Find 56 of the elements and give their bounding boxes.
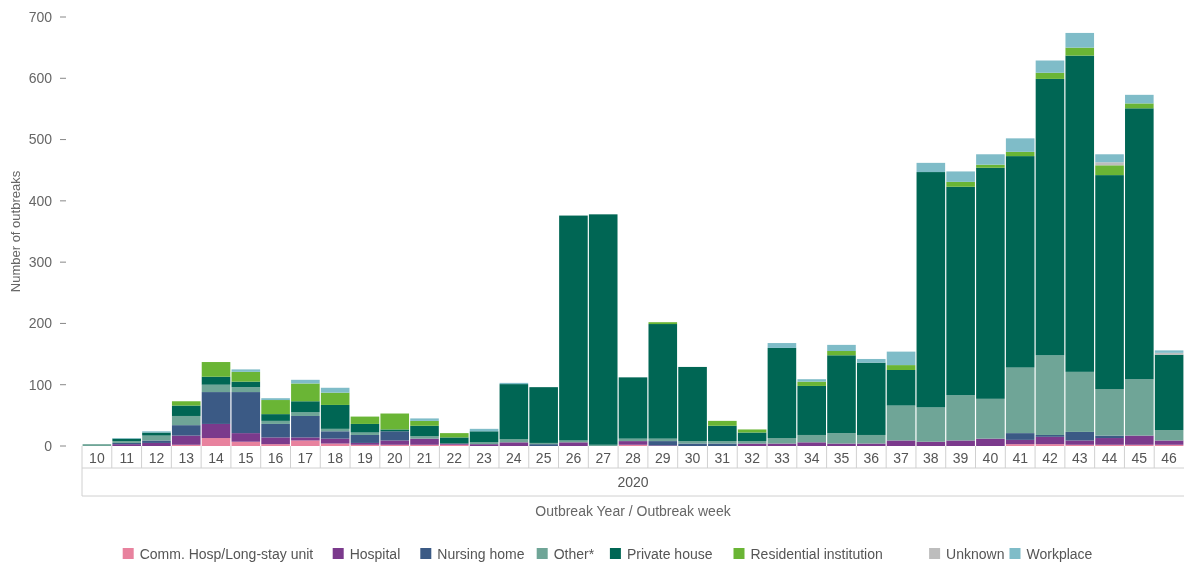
y-tick-label: 500 [28, 131, 53, 148]
legend-label: Comm. Hosp/Long-stay unit [139, 545, 314, 562]
x-tick-label: 22 [446, 449, 463, 466]
legend-label: Hospital [349, 545, 401, 562]
y-tick-label: 100 [28, 376, 53, 393]
x-tick-label: 10 [89, 449, 105, 466]
x-tick-label: 11 [119, 449, 135, 466]
x-tick-label: 14 [208, 449, 225, 466]
x-tick-label: 30 [684, 449, 701, 466]
legend-label: Other* [553, 545, 595, 562]
x-tick-label: 12 [148, 449, 165, 466]
x-tick-label: 35 [833, 449, 850, 466]
x-tick-label: 43 [1071, 449, 1088, 466]
x-tick-label: 29 [654, 449, 671, 466]
x-tick-label: 18 [327, 449, 344, 466]
y-tick-label: 300 [28, 254, 53, 271]
x-tick-label: 39 [952, 449, 969, 466]
y-tick-label: 200 [28, 315, 53, 332]
x-tick-label: 37 [893, 449, 910, 466]
legend-label: Nursing home [437, 545, 525, 562]
x-tick-label: 46 [1161, 449, 1178, 466]
x-tick-label: 40 [982, 449, 999, 466]
x-tick-label: 33 [774, 449, 790, 466]
x-tick-label: 38 [923, 449, 939, 466]
x-tick-label: 16 [267, 449, 284, 466]
x-tick-label: 34 [803, 449, 820, 466]
x-tick-label: 36 [863, 449, 880, 466]
y-tick-label: 400 [28, 192, 53, 209]
x-tick-label: 24 [506, 449, 522, 466]
x-tick-label: 20 [386, 449, 403, 466]
x-tick-label: 31 [714, 449, 731, 466]
x-tick-label: 13 [178, 449, 195, 466]
x-tick-label: 45 [1131, 449, 1148, 466]
x-axis-title: Outbreak Year / Outbreak week [535, 503, 732, 519]
x-tick-label: 15 [238, 449, 254, 466]
y-axis-title: Number of outbreaks [8, 170, 23, 293]
x-tick-label: 26 [565, 449, 582, 466]
x-tick-label: 19 [357, 449, 373, 466]
x-tick-label: 44 [1101, 449, 1118, 466]
x-tick-label: 41 [1012, 449, 1029, 466]
legend-label: Workplace [1026, 545, 1093, 562]
x-tick-label: 23 [476, 449, 493, 466]
x-tick-label: 42 [1042, 449, 1058, 466]
y-tick-label: 0 [44, 437, 53, 454]
legend-label: Private house [626, 545, 713, 562]
legend-label: Residential institution [750, 545, 883, 562]
x-tick-label: 32 [744, 449, 761, 466]
x-tick-label: 21 [416, 449, 433, 466]
x-tick-label: 27 [595, 449, 612, 466]
x-tick-label: 17 [297, 449, 314, 466]
legend-label: Unknown [946, 545, 1005, 562]
y-tick-label: 700 [28, 8, 53, 25]
text: 2020 [617, 473, 649, 490]
y-tick-label: 600 [28, 70, 53, 87]
x-tick-label: 28 [625, 449, 641, 466]
x-tick-label: 25 [535, 449, 552, 466]
